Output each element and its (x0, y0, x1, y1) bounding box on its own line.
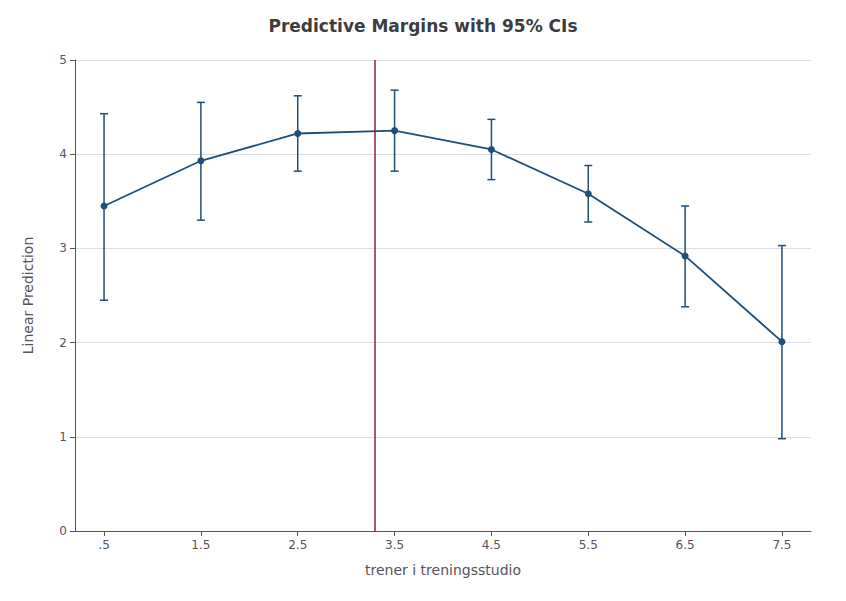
svg-text:Linear Prediction: Linear Prediction (20, 237, 36, 355)
svg-text:Predictive Margins with 95% CI: Predictive Margins with 95% CIs (268, 16, 577, 36)
svg-text:3.5: 3.5 (385, 538, 404, 552)
svg-text:3: 3 (59, 241, 67, 255)
svg-text:7.5: 7.5 (772, 538, 791, 552)
svg-text:trener i treningsstudio: trener i treningsstudio (365, 562, 521, 578)
svg-text:5: 5 (59, 53, 67, 67)
svg-text:6.5: 6.5 (676, 538, 695, 552)
svg-text:2.5: 2.5 (288, 538, 307, 552)
svg-text:.5: .5 (98, 538, 109, 552)
svg-text:1.5: 1.5 (191, 538, 210, 552)
svg-text:4.5: 4.5 (482, 538, 501, 552)
svg-text:4: 4 (59, 147, 67, 161)
svg-text:5.5: 5.5 (579, 538, 598, 552)
svg-text:0: 0 (59, 524, 67, 538)
svg-text:2: 2 (59, 336, 67, 350)
svg-text:1: 1 (59, 430, 67, 444)
